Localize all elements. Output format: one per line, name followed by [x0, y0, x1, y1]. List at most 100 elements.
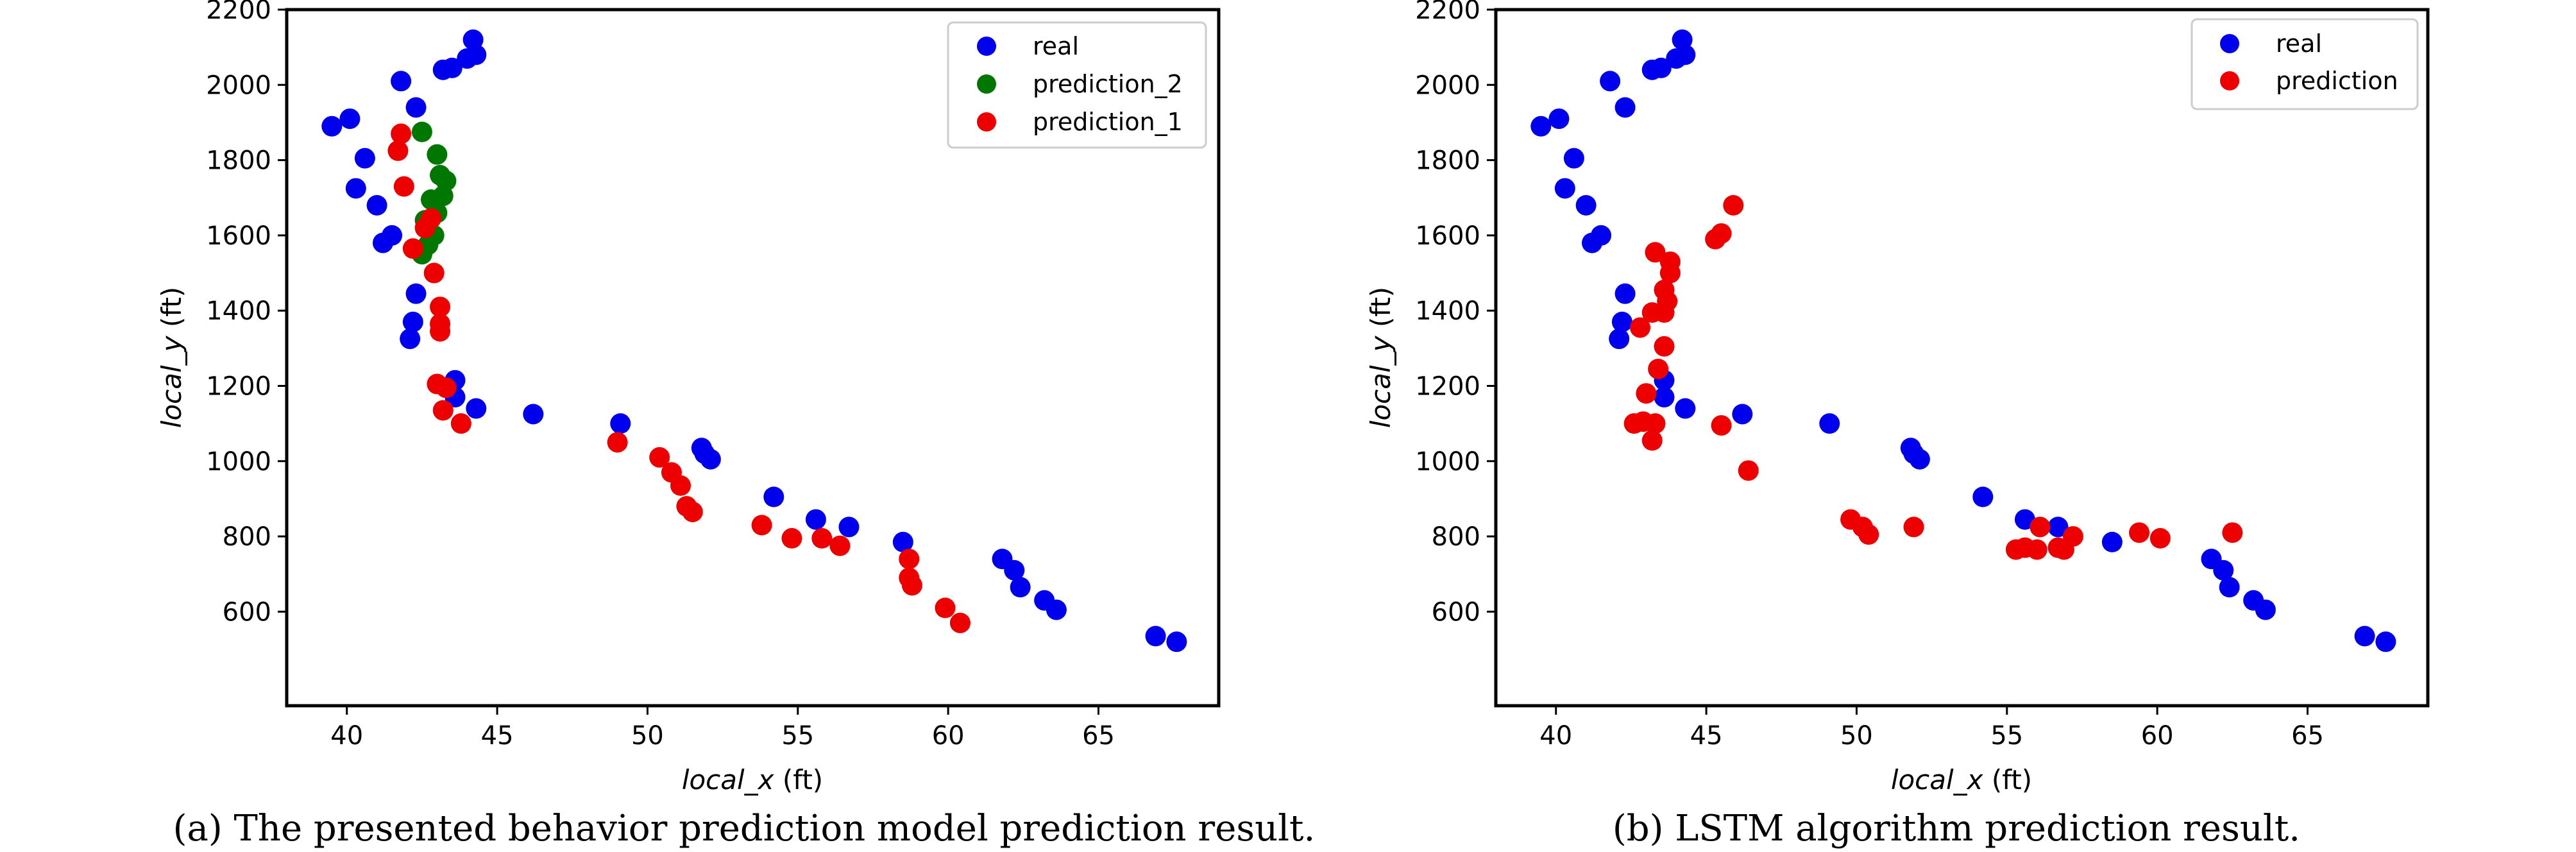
- panel-a-point-real: [805, 509, 826, 530]
- panel-b-ytick-label: 1600: [1415, 221, 1480, 251]
- panel-b-point-real: [1654, 387, 1675, 408]
- panel-a-point-prediction-1: [751, 515, 772, 536]
- panel-b-point-real: [1675, 398, 1696, 419]
- panel-a-ylabel: local_y (ft): [156, 287, 187, 428]
- panel-b-point-real: [1614, 283, 1636, 304]
- panel-a-point-prediction-1: [423, 262, 445, 284]
- panel-a-point-real: [402, 311, 423, 332]
- panel-b-point-prediction: [1636, 383, 1657, 404]
- panel-b-point-real: [1575, 194, 1597, 216]
- panel-b-point-prediction: [2129, 522, 2150, 543]
- panel-a-xtick-label: 55: [781, 721, 814, 751]
- panel-a-point-real: [1004, 559, 1025, 581]
- panel-a-ytick-label: 800: [223, 522, 271, 552]
- panel-b-ytick-label: 1400: [1415, 296, 1480, 326]
- panel-b-legend-box: [2190, 18, 2419, 110]
- panel-b: 40 45 50 55 60 65 600 800 1000 1200 1400 1600 1800 20…: [1365, 0, 2430, 849]
- panel-b-point-real: [1600, 71, 1621, 92]
- panel-b-point-prediction: [1738, 460, 1759, 481]
- panel-b-point-real: [2219, 577, 2240, 598]
- panel-b-point-prediction: [1629, 317, 1650, 338]
- panel-b-xtick-label: 55: [1990, 721, 2023, 751]
- panel-a-point-prediction-1: [829, 535, 851, 556]
- panel-b-ticks: 40 45 50 55 60 65 600 800 1000 1200 1400 1600 1800 20…: [1415, 0, 2324, 751]
- panel-b-point-real: [2213, 559, 2234, 581]
- panel-a-point-prediction-1: [607, 432, 628, 453]
- panel-b-ytick-label: 1200: [1415, 371, 1480, 401]
- legend-marker-real: [2220, 34, 2239, 53]
- panel-b-point-real: [1609, 328, 1630, 350]
- panel-b-xtick-label: 60: [2141, 721, 2174, 751]
- panel-a-point-real: [400, 328, 421, 350]
- panel-b-point-real: [1650, 57, 1672, 78]
- panel-a-point-real: [366, 194, 387, 216]
- panel-b-point-prediction: [1645, 413, 1666, 434]
- panel-b-point-prediction: [1654, 336, 1675, 357]
- panel-a-point-prediction-1: [811, 528, 833, 549]
- panel-a-ytick-label: 1600: [206, 221, 271, 251]
- panel-a-point-prediction-1: [781, 528, 802, 549]
- panel-a-point-real: [466, 398, 487, 419]
- panel-b-point-real: [1563, 148, 1584, 169]
- panel-a-point-prediction-1: [670, 475, 691, 496]
- panel-a-point-prediction-2: [411, 121, 432, 142]
- panel-a-point-real: [838, 516, 860, 538]
- panel-b-point-real: [2255, 599, 2276, 620]
- panel-b-point-prediction: [2149, 528, 2171, 549]
- panel-a-point-prediction-1: [450, 413, 471, 434]
- panel-a-point-real: [345, 178, 366, 199]
- panel-a-ytick-label: 600: [223, 597, 271, 627]
- panel-a-point-real: [382, 225, 403, 246]
- panel-b-point-real: [2101, 531, 2123, 552]
- panel-a-point-real: [700, 448, 721, 470]
- legend-label-real: real: [1033, 32, 1079, 60]
- panel-b-point-prediction: [1858, 524, 1879, 545]
- panel-a-points: [321, 29, 1187, 652]
- panel-b-points: [1530, 29, 2396, 652]
- panel-a-ytick-label: 2200: [206, 0, 271, 25]
- panel-a-legend: real prediction_2 prediction_1: [947, 21, 1207, 149]
- panel-a-caption: (a) The presented behavior prediction mo…: [173, 808, 1316, 849]
- panel-b-ytick-label: 2000: [1415, 71, 1480, 100]
- panel-a-point-real: [462, 29, 484, 50]
- panel-b-point-prediction: [1654, 302, 1675, 323]
- panel-a-point-real: [1046, 599, 1067, 620]
- panel-a-point-real: [763, 486, 784, 507]
- panel-a-ytick-label: 1200: [206, 371, 271, 401]
- panel-a-xtick-label: 65: [1082, 721, 1115, 751]
- panel-b-point-prediction: [2029, 516, 2051, 538]
- panel-a-legend-box: [947, 21, 1207, 149]
- panel-b-ytick-label: 2200: [1415, 0, 1480, 25]
- panel-b-point-real: [1611, 311, 1632, 332]
- panel-b-point-real: [1819, 413, 1840, 434]
- panel-a-ytick-label: 1400: [206, 296, 271, 326]
- panel-b-point-prediction: [1641, 430, 1663, 451]
- panel-a-point-real: [1010, 577, 1031, 598]
- panel-b-point-prediction: [1648, 359, 1669, 380]
- panel-b-ytick-label: 600: [1432, 597, 1480, 627]
- panel-b-point-prediction: [1659, 262, 1681, 284]
- panel-b-point-real: [2047, 516, 2069, 538]
- panel-b-point-real: [1548, 108, 1570, 130]
- legend-label-real: real: [2276, 30, 2322, 58]
- panel-a-xtick-label: 60: [932, 721, 965, 751]
- panel-b-point-prediction: [1645, 242, 1666, 263]
- panel-a-point-prediction-1: [402, 238, 423, 259]
- panel-b-point-real: [1672, 29, 1693, 50]
- panel-b-ytick-label: 800: [1432, 522, 1480, 552]
- panel-a-xlabel: local_x (ft): [682, 764, 823, 796]
- panel-b-point-real: [1909, 448, 1930, 470]
- panel-b-ytick-label: 1000: [1415, 447, 1480, 477]
- panel-a-point-prediction-1: [899, 549, 920, 570]
- panel-a-point-prediction-1: [432, 400, 453, 421]
- legend-label-prediction-1: prediction_1: [1033, 108, 1183, 136]
- panel-b-legend: real prediction: [2190, 18, 2419, 110]
- panel-a-xtick-label: 40: [330, 721, 363, 751]
- panel-b-point-real: [1591, 225, 1612, 246]
- panel-b-xlabel: local_x (ft): [1891, 764, 2032, 796]
- panel-a-point-real: [405, 283, 427, 304]
- panel-a: 40 45 50 55 60 65 600 800 1000 1200 1400 1600 1800 20…: [156, 0, 1315, 849]
- panel-a-ytick-label: 1800: [206, 146, 271, 176]
- panel-a-axes-frame: [285, 8, 1221, 708]
- panel-a-point-prediction-1: [649, 447, 670, 468]
